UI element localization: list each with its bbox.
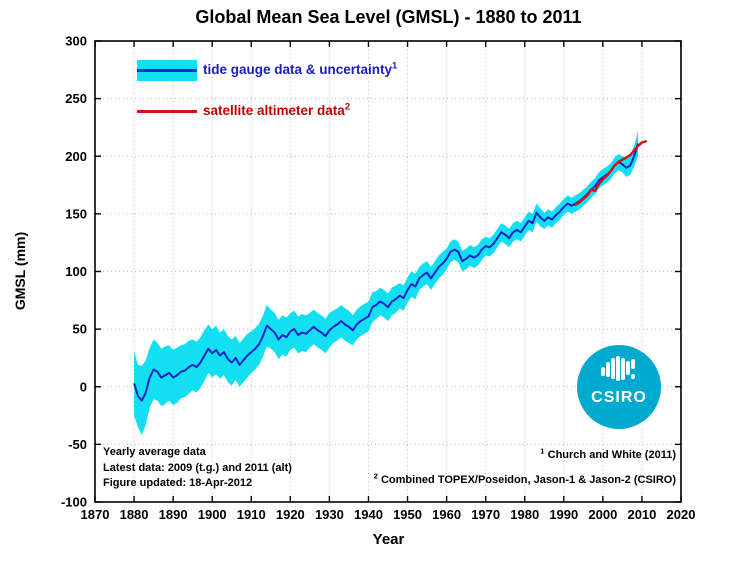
svg-text:1930: 1930 (315, 507, 344, 522)
legend-tide-gauge-text: tide gauge data & uncertainty (203, 62, 393, 77)
svg-text:1990: 1990 (549, 507, 578, 522)
svg-text:250: 250 (65, 91, 87, 106)
legend-satellite-label: satellite altimeter data2 (203, 101, 351, 118)
svg-text:1970: 1970 (471, 507, 500, 522)
legend-tide-gauge-superscript: 1 (392, 60, 398, 72)
footnote1-superscript: 1 (540, 446, 545, 456)
legend-tide-gauge-label: tide gauge data & uncertainty1 (203, 60, 398, 77)
tide-gauge-line (133, 143, 639, 402)
svg-text:1870: 1870 (81, 507, 110, 522)
footnote-church-white: 1 Church and White (2011) (540, 446, 676, 461)
note-latest-data: Latest data: 2009 (t.g.) and 2011 (alt) (103, 461, 292, 474)
csiro-logo-mark (601, 356, 635, 381)
svg-text:1960: 1960 (432, 507, 461, 522)
csiro-logo: CSIRO (577, 345, 661, 429)
footnote2-text: Combined TOPEX/Poseidon, Jason-1 & Jason… (380, 474, 676, 486)
x-tick-labels: 1870 1880 1890 1900 1910 1920 1930 1940 1950 1960… (81, 507, 696, 522)
svg-text:0: 0 (80, 379, 87, 394)
chart-title: Global Mean Sea Level (GMSL) - 1880 to 2… (195, 7, 582, 27)
satellite-line (574, 140, 648, 206)
svg-text:200: 200 (65, 149, 87, 164)
footnote-topex-jason: 2 Combined TOPEX/Poseidon, Jason-1 & Jas… (373, 471, 676, 486)
legend-tide-gauge-swatch (137, 60, 197, 81)
svg-text:300: 300 (65, 34, 87, 49)
svg-text:2000: 2000 (588, 507, 617, 522)
svg-text:1910: 1910 (237, 507, 266, 522)
svg-text:1980: 1980 (510, 507, 539, 522)
uncertainty-band (134, 130, 639, 436)
note-figure-updated: Figure updated: 18-Apr-2012 (103, 477, 253, 489)
legend-satellite-superscript: 2 (344, 101, 351, 113)
svg-text:2020: 2020 (667, 507, 696, 522)
footnote2-superscript: 2 (373, 471, 378, 481)
svg-text:1950: 1950 (393, 507, 422, 522)
legend-tide-gauge-line (137, 69, 197, 72)
svg-text:1880: 1880 (120, 507, 149, 522)
y-tick-labels: 300 250 200 150 100 50 0 -50 -100 (61, 34, 87, 510)
svg-text:50: 50 (73, 322, 87, 337)
svg-text:1920: 1920 (276, 507, 305, 522)
footnote1-text: Church and White (2011) (547, 449, 676, 461)
svg-text:1890: 1890 (159, 507, 188, 522)
svg-text:150: 150 (65, 206, 87, 221)
svg-text:1900: 1900 (198, 507, 227, 522)
legend-satellite-text: satellite altimeter data (203, 103, 345, 118)
csiro-logo-text: CSIRO (591, 389, 647, 406)
svg-text:-50: -50 (68, 437, 87, 452)
axis-frame (94, 40, 682, 503)
svg-text:1940: 1940 (354, 507, 383, 522)
y-axis-title: GMSL (mm) (12, 231, 28, 311)
legend-satellite-swatch (137, 110, 197, 113)
svg-text:100: 100 (65, 264, 87, 279)
svg-text:2010: 2010 (627, 507, 656, 522)
x-axis-title: Year (372, 531, 405, 548)
data-notes: Yearly average data Latest data: 2009 (t… (103, 445, 292, 492)
svg-text:-100: -100 (61, 495, 87, 510)
note-yearly-average: Yearly average data (103, 446, 206, 458)
